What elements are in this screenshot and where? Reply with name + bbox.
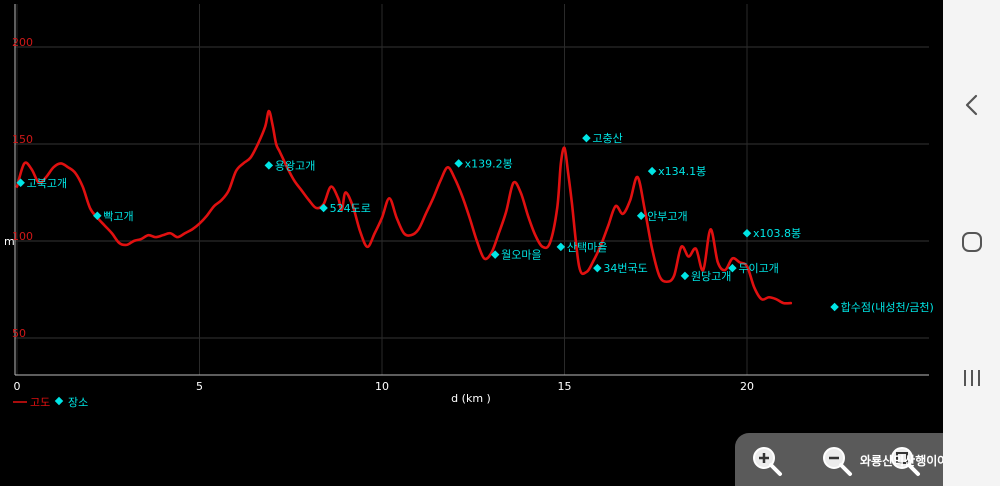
- place-diamond: [728, 263, 737, 273]
- place-marker: 월오마을: [490, 249, 542, 262]
- watermark-text: 와룡산의산행이야기: [860, 454, 960, 468]
- zoom-out-icon[interactable]: [817, 441, 857, 481]
- place-label: x134.1봉: [658, 165, 706, 178]
- place-diamond: [647, 166, 657, 176]
- y-tick-label: 200: [12, 36, 33, 49]
- legend-series-label: 고도: [30, 396, 50, 409]
- place-marker: x103.8봉: [742, 227, 801, 240]
- place-diamond: [454, 159, 463, 168]
- place-diamond: [556, 242, 566, 252]
- place-label: 용왕고개: [275, 159, 315, 172]
- place-label: 고북고개: [27, 177, 67, 190]
- place-diamond: [582, 133, 591, 143]
- x-axis-label: d (km ): [451, 392, 491, 405]
- x-tick-labels: 0 5 10 15 20: [14, 380, 755, 393]
- y-tick-label: 100: [12, 230, 33, 243]
- place-marker: 두이고개: [728, 262, 779, 275]
- legend-diamond-swatch: [54, 396, 64, 406]
- place-marker: x134.1봉: [647, 165, 706, 178]
- zoom-controls: [735, 433, 943, 486]
- home-icon: [961, 232, 982, 252]
- place-marker: 고충산: [582, 132, 623, 145]
- zoom-in-icon[interactable]: [747, 441, 787, 481]
- place-label: 34번국도: [603, 262, 647, 275]
- place-label: 산택마을: [567, 241, 607, 254]
- zoom-reset-icon[interactable]: [885, 441, 925, 481]
- place-label: 안부고개: [647, 210, 687, 223]
- place-diamond: [264, 161, 274, 170]
- place-label: 월오마을: [501, 249, 541, 262]
- place-diamond: [93, 211, 102, 221]
- chart-grid: [15, 4, 929, 375]
- x-tick-label: 0: [14, 380, 21, 393]
- place-label: 합수점(내성천/금천): [841, 300, 934, 314]
- android-navigation-bar: [943, 0, 1000, 486]
- x-tick-label: 20: [740, 380, 754, 393]
- chart-legend: 고도 장소: [13, 396, 88, 409]
- nav-home-button[interactable]: [943, 212, 1000, 272]
- nav-recents-button[interactable]: [943, 348, 1000, 408]
- legend-places-label: 장소: [68, 396, 88, 409]
- place-label: 524도로: [330, 202, 371, 215]
- place-marker: x139.2봉: [454, 157, 513, 170]
- place-diamond: [490, 250, 500, 259]
- place-marker: 합수점(내성천/금천): [830, 300, 934, 314]
- back-icon: [965, 94, 977, 116]
- nav-back-button[interactable]: [943, 75, 1000, 135]
- place-marker: 524도로: [319, 202, 371, 215]
- x-tick-label: 15: [558, 380, 572, 393]
- place-marker: 용왕고개: [264, 159, 315, 172]
- place-label: 고충산: [592, 132, 622, 145]
- y-tick-label: 50: [12, 327, 26, 340]
- chart-axes: [14, 4, 929, 376]
- place-label: 빡고개: [103, 210, 133, 223]
- x-tick-label: 5: [196, 380, 203, 393]
- place-marker: 빡고개: [93, 210, 134, 223]
- elevation-line: [15, 109, 793, 305]
- place-marker: 34번국도: [593, 262, 648, 275]
- place-label: 두이고개: [738, 262, 778, 275]
- place-label: x139.2봉: [465, 157, 513, 170]
- place-diamond: [830, 302, 839, 312]
- place-diamond: [680, 271, 690, 281]
- y-axis-label: m: [4, 235, 15, 248]
- place-diamond: [742, 228, 752, 238]
- place-diamond: [593, 263, 602, 273]
- place-label: x103.8봉: [753, 227, 801, 240]
- place-label: 원당고개: [691, 270, 731, 283]
- y-tick-label: 150: [12, 133, 33, 146]
- recents-icon: [963, 370, 980, 386]
- place-diamond: [319, 203, 328, 213]
- x-tick-label: 10: [375, 380, 389, 393]
- place-marker: 원당고개: [680, 270, 731, 283]
- y-tick-labels: 50 100 150 200: [12, 36, 33, 340]
- place-marker: 고북고개: [16, 177, 67, 190]
